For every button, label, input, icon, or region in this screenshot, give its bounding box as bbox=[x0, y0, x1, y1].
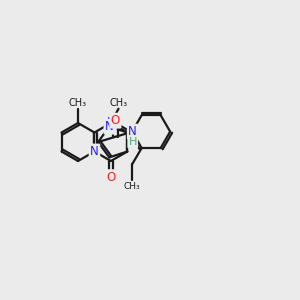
Text: N: N bbox=[105, 120, 114, 133]
Text: N: N bbox=[106, 116, 115, 130]
Text: O: O bbox=[111, 114, 120, 127]
Text: CH₃: CH₃ bbox=[124, 182, 140, 191]
Text: N: N bbox=[128, 125, 137, 138]
Text: N: N bbox=[90, 145, 99, 158]
Text: CH₃: CH₃ bbox=[110, 98, 128, 108]
Text: H: H bbox=[128, 137, 137, 147]
Text: CH₃: CH₃ bbox=[69, 98, 87, 108]
Text: O: O bbox=[106, 171, 116, 184]
